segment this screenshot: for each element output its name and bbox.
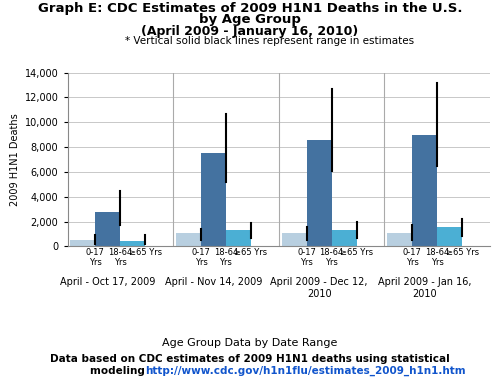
Bar [306, 139, 332, 246]
Text: Data based on CDC estimates of 2009 H1N1 deaths using statistical: Data based on CDC estimates of 2009 H1N1… [50, 354, 450, 364]
Text: April - Oct 17, 2009: April - Oct 17, 2009 [60, 277, 156, 287]
Bar [96, 212, 120, 246]
Bar [332, 230, 356, 246]
Text: April 2009 - Jan 16,
2010: April 2009 - Jan 16, 2010 [378, 277, 472, 299]
Text: (April 2009 - January 16, 2010): (April 2009 - January 16, 2010) [142, 25, 358, 38]
Bar [226, 230, 251, 246]
Text: April - Nov 14, 2009: April - Nov 14, 2009 [165, 277, 262, 287]
Bar [437, 227, 462, 246]
Bar [120, 241, 146, 246]
Text: April 2009 - Dec 12,
2010: April 2009 - Dec 12, 2010 [270, 277, 368, 299]
Bar [176, 233, 201, 246]
Bar [388, 233, 412, 246]
Text: * Vertical solid black lines represent range in estimates: * Vertical solid black lines represent r… [126, 36, 414, 46]
Bar [70, 240, 96, 246]
Text: Age Group Data by Date Range: Age Group Data by Date Range [162, 338, 338, 348]
Bar [282, 233, 306, 246]
Text: by Age Group: by Age Group [199, 13, 301, 26]
Y-axis label: 2009 H1N1 Deaths: 2009 H1N1 Deaths [10, 113, 20, 206]
Bar [412, 134, 437, 246]
Text: modeling: modeling [90, 366, 148, 376]
Text: http://www.cdc.gov/h1n1flu/estimates_2009_h1n1.htm: http://www.cdc.gov/h1n1flu/estimates_200… [145, 366, 466, 376]
Text: Graph E: CDC Estimates of 2009 H1N1 Deaths in the U.S.: Graph E: CDC Estimates of 2009 H1N1 Deat… [38, 2, 462, 15]
Bar [201, 153, 226, 246]
